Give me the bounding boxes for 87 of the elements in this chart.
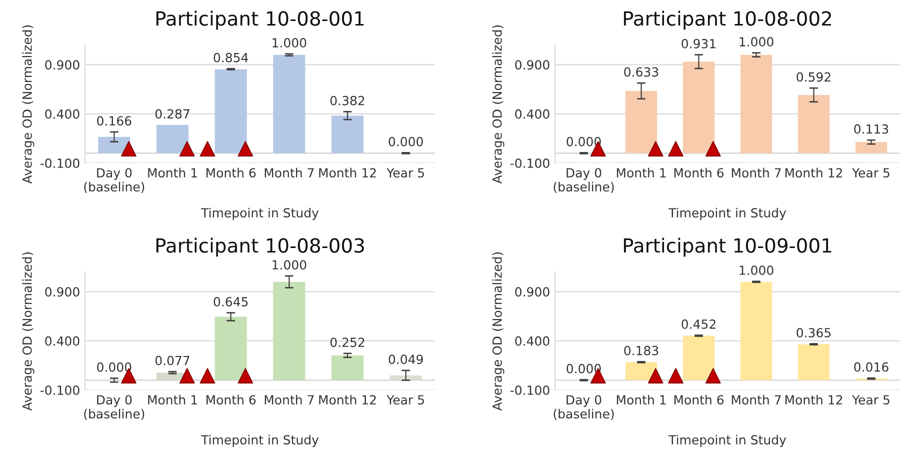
chart-title: Participant 10-08-003 (156, 238, 364, 257)
x-tick-label: Month 6 (206, 168, 256, 178)
bar (273, 282, 306, 380)
y-tick-label: 0.900 (515, 60, 550, 70)
x-tick-label: Month 7 (732, 394, 781, 405)
bar (273, 54, 306, 154)
bar (156, 124, 189, 154)
data-label: 0.592 (796, 72, 830, 82)
chart-title: Participant 10-08-002 (624, 10, 832, 30)
chart-title: Participant 10-09-001 (624, 238, 832, 257)
data-label: 0.287 (155, 109, 190, 119)
bar (740, 54, 772, 154)
x-axis-title: Timepoint in Study (201, 208, 319, 220)
y-tick-label: 0.400 (515, 336, 550, 346)
x-tick-label: Month 7 (264, 394, 314, 405)
data-label: 0.854 (214, 52, 248, 62)
bar (331, 116, 364, 154)
bar (798, 94, 830, 154)
x-tick-label: Month 1 (616, 394, 666, 405)
x-tick-label: Month 6 (674, 168, 724, 178)
bar (682, 336, 715, 380)
y-tick-label: -0.100 (40, 385, 80, 395)
x-tick-label: Month 1 (148, 168, 197, 178)
data-label: 0.931 (682, 38, 716, 48)
data-label: 0.452 (682, 319, 716, 329)
data-label: 0.365 (796, 328, 831, 338)
bar (740, 282, 772, 380)
bar (214, 316, 247, 380)
x-tick-label: Month 1 (616, 168, 666, 178)
x-tick-label: Month 7 (732, 168, 781, 178)
data-label: 0.382 (330, 96, 364, 106)
y-axis-title: Average OD (Normalized) (492, 25, 504, 184)
x-tick-label: Day 0 (baseline) (84, 168, 144, 194)
y-tick-label: 0.900 (45, 60, 80, 70)
x-tick-label: Month 7 (264, 168, 314, 178)
data-label: 0.252 (330, 338, 364, 348)
data-label: 1.000 (740, 37, 774, 47)
y-tick-label: 0.900 (45, 287, 80, 297)
bar (625, 90, 658, 154)
data-label: 0.000 (97, 362, 132, 372)
data-label: 0.077 (155, 356, 190, 366)
bar (682, 62, 715, 154)
data-label: 0.000 (388, 136, 423, 146)
x-axis-title: Timepoint in Study (201, 434, 319, 447)
x-tick-label: Month 12 (785, 168, 842, 178)
x-tick-label: Year 5 (386, 168, 424, 178)
data-label: 1.000 (740, 266, 774, 275)
y-tick-label: 0.400 (45, 336, 80, 346)
x-tick-label: Year 5 (852, 395, 890, 405)
y-tick-label: -0.100 (510, 158, 550, 168)
x-tick-label: Month 12 (785, 394, 842, 405)
x-tick-label: Day 0 (baseline) (554, 168, 614, 194)
bar (855, 142, 888, 154)
data-label: 0.000 (566, 364, 601, 374)
x-tick-label: Day 0 (baseline) (554, 395, 614, 420)
data-label: 0.645 (214, 297, 248, 306)
x-axis-title: Timepoint in Study (668, 434, 786, 447)
y-tick-label: 0.900 (515, 287, 550, 297)
x-tick-label: Month 6 (674, 394, 724, 405)
y-axis-title: Average OD (Normalized) (492, 252, 504, 411)
data-label: 0.183 (624, 346, 658, 356)
x-tick-label: Month 1 (148, 394, 197, 405)
data-label: 1.000 (272, 38, 306, 48)
y-tick-label: -0.100 (510, 385, 550, 395)
data-label: 0.633 (624, 67, 658, 77)
y-axis-title: Average OD (Normalized) (22, 25, 34, 184)
data-label: 0.016 (854, 362, 888, 372)
bar (798, 344, 830, 380)
bar (331, 355, 364, 380)
x-tick-label: Year 5 (852, 168, 890, 178)
data-label: 0.166 (97, 116, 132, 126)
bar (214, 69, 247, 154)
data-label: 1.000 (272, 260, 306, 270)
x-tick-label: Month 12 (319, 394, 376, 405)
x-axis-title: Timepoint in Study (668, 208, 786, 220)
y-axis-title: Average OD (Normalized) (22, 252, 34, 411)
data-label: 0.049 (388, 354, 423, 364)
data-label: 0.000 (566, 136, 601, 146)
x-tick-label: Month 6 (206, 394, 256, 405)
y-tick-label: 0.400 (515, 109, 550, 119)
x-tick-label: Year 5 (386, 395, 424, 405)
y-tick-label: -0.100 (40, 158, 80, 168)
x-tick-label: Day 0 (baseline) (84, 395, 144, 420)
y-tick-label: 0.400 (45, 109, 80, 119)
data-label: 0.113 (854, 124, 888, 134)
chart-title: Participant 10-08-001 (156, 10, 364, 30)
x-tick-label: Month 12 (319, 168, 376, 178)
